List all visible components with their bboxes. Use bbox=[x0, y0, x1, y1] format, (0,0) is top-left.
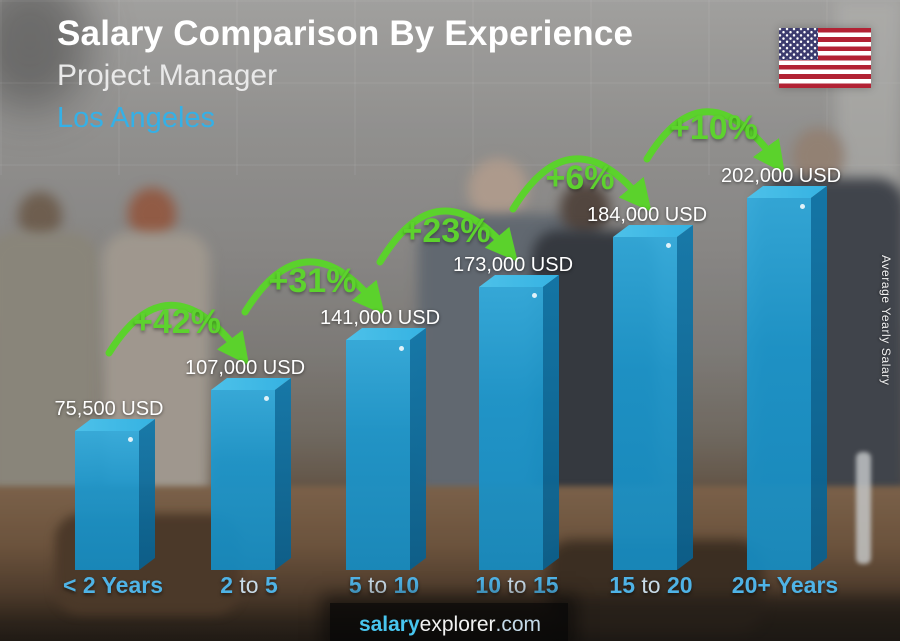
bar-top-face bbox=[346, 328, 426, 340]
bar-5-to-10 bbox=[346, 328, 426, 570]
bar-10-to-15 bbox=[479, 275, 559, 570]
bar-highlight bbox=[264, 396, 269, 401]
page-title: Salary Comparison By Experience bbox=[57, 14, 634, 53]
bar-front-face bbox=[75, 431, 139, 570]
bar-top-face bbox=[613, 225, 693, 237]
footer-band bbox=[330, 603, 568, 641]
bar-value-label: 173,000 USD bbox=[452, 254, 574, 276]
bar-15-to-20 bbox=[613, 225, 693, 570]
site-brand-light: explorer bbox=[419, 612, 496, 636]
bar-highlight bbox=[399, 346, 404, 351]
bar-2-to-5 bbox=[211, 378, 291, 570]
us-flag-canton bbox=[779, 28, 818, 60]
x-axis-label: 10 to 15 bbox=[475, 572, 559, 598]
x-axis-label: 5 to 10 bbox=[348, 572, 420, 598]
bar-value-label: 184,000 USD bbox=[586, 204, 708, 226]
bar-side-face bbox=[139, 419, 155, 570]
bar-side-face bbox=[275, 378, 291, 570]
x-axis-label: 15 to 20 bbox=[609, 572, 693, 598]
growth-arrow bbox=[241, 258, 385, 316]
bar-front-face bbox=[346, 340, 410, 570]
bar-front-face bbox=[613, 237, 677, 570]
bar-highlight bbox=[800, 204, 805, 209]
bar-top-face bbox=[75, 419, 155, 431]
pct-change-label: +31% bbox=[268, 262, 357, 300]
site-brand-tld: .com bbox=[495, 612, 542, 636]
bar-value-label: 141,000 USD bbox=[319, 307, 441, 329]
growth-arrow bbox=[105, 301, 250, 366]
bar-side-face bbox=[811, 186, 827, 570]
us-flag-icon bbox=[779, 28, 871, 88]
x-axis-label: < 2 Years bbox=[63, 572, 163, 598]
bar-highlight bbox=[532, 293, 537, 298]
pct-change-label: +6% bbox=[545, 159, 615, 197]
x-axis-label: 2 to 5 bbox=[220, 572, 278, 598]
bar--2-years bbox=[75, 419, 155, 570]
job-title: Project Manager bbox=[57, 59, 278, 92]
bar-20+-years bbox=[747, 186, 827, 570]
bar-top-face bbox=[479, 275, 559, 287]
bar-top-face bbox=[747, 186, 827, 198]
growth-arrow bbox=[509, 155, 652, 213]
bar-side-face bbox=[410, 328, 426, 570]
bar-front-face bbox=[211, 390, 275, 570]
bar-value-label: 107,000 USD bbox=[184, 357, 306, 379]
growth-arrow bbox=[376, 207, 518, 266]
bar-front-face bbox=[747, 198, 811, 570]
pct-change-label: +23% bbox=[402, 212, 491, 250]
site-brand-bold: salary bbox=[358, 612, 420, 636]
bar-value-label: 202,000 USD bbox=[720, 165, 842, 187]
bar-side-face bbox=[677, 225, 693, 570]
growth-arrow bbox=[643, 108, 785, 174]
bar-value-label: 75,500 USD bbox=[54, 398, 164, 420]
x-axis-label: 20+ Years bbox=[731, 572, 839, 598]
bar-highlight bbox=[128, 437, 133, 442]
bar-side-face bbox=[543, 275, 559, 570]
bar-top-face bbox=[211, 378, 291, 390]
y-axis-label: Average Yearly Salary bbox=[879, 255, 893, 386]
location-label: Los Angeles bbox=[57, 102, 216, 134]
bar-front-face bbox=[479, 287, 543, 570]
site-link[interactable]: salary explorer .com bbox=[359, 613, 541, 637]
footer: salary explorer .com bbox=[0, 608, 900, 641]
bar-highlight bbox=[666, 243, 671, 248]
pct-change-label: +42% bbox=[133, 303, 221, 341]
pct-change-label: +10% bbox=[670, 109, 758, 147]
